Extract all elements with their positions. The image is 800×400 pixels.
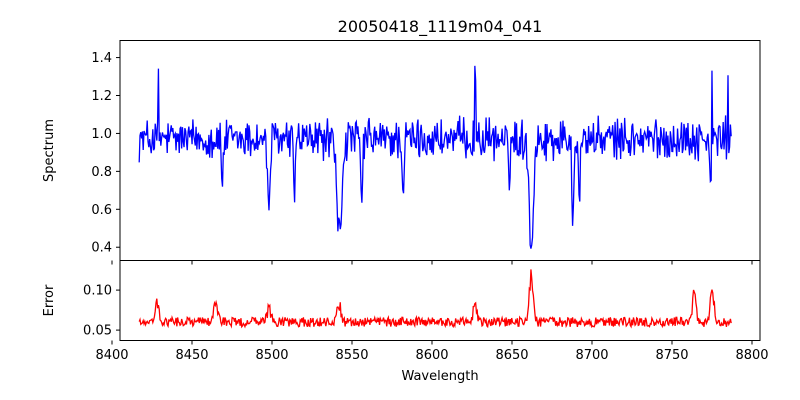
spectrum-y-axis-label: Spectrum	[42, 119, 57, 182]
error-y-ticks: 0.05 0.10	[83, 284, 120, 339]
spectrum-series	[138, 65, 732, 249]
x-tick-label: 8550	[335, 348, 368, 363]
x-tick-label: 8600	[415, 348, 448, 363]
error-y-axis-label: Error	[42, 284, 57, 316]
spectrum-y-tick-label: 0.4	[91, 241, 112, 256]
spectrum-y-tick-label: 1.0	[91, 127, 112, 142]
error-y-tick-label: 0.05	[83, 324, 112, 339]
error-series	[138, 269, 732, 329]
x-tick-label: 8450	[175, 348, 208, 363]
error-panel: 0.05 0.10 Error	[42, 260, 761, 341]
spectrum-line	[138, 65, 732, 249]
x-tick-label: 8750	[655, 348, 688, 363]
x-tick-label: 8700	[575, 348, 608, 363]
error-line	[138, 269, 732, 329]
x-tick-label: 8400	[95, 348, 128, 363]
x-tick-label: 8500	[255, 348, 288, 363]
error-axes-frame	[119, 260, 761, 341]
x-axis-ticks: 8400 8450 8500 8550 8600 8650 8700 8750 8800	[95, 260, 769, 363]
error-y-tick-label: 0.10	[83, 284, 112, 299]
x-tick-label: 8650	[495, 348, 528, 363]
x-tick-label: 8800	[735, 348, 768, 363]
chart-title: 20050418_1119m04_041	[338, 17, 543, 37]
spectrum-y-tick-label: 1.4	[91, 51, 112, 66]
spectrum-y-tick-label: 0.8	[91, 165, 112, 180]
spectrum-y-tick-label: 1.2	[91, 89, 112, 104]
spectrum-y-ticks: 0.4 0.6 0.8 1.0 1.2 1.4	[91, 51, 120, 256]
spectrum-y-tick-label: 0.6	[91, 203, 112, 218]
x-axis-label: Wavelength	[401, 369, 478, 384]
